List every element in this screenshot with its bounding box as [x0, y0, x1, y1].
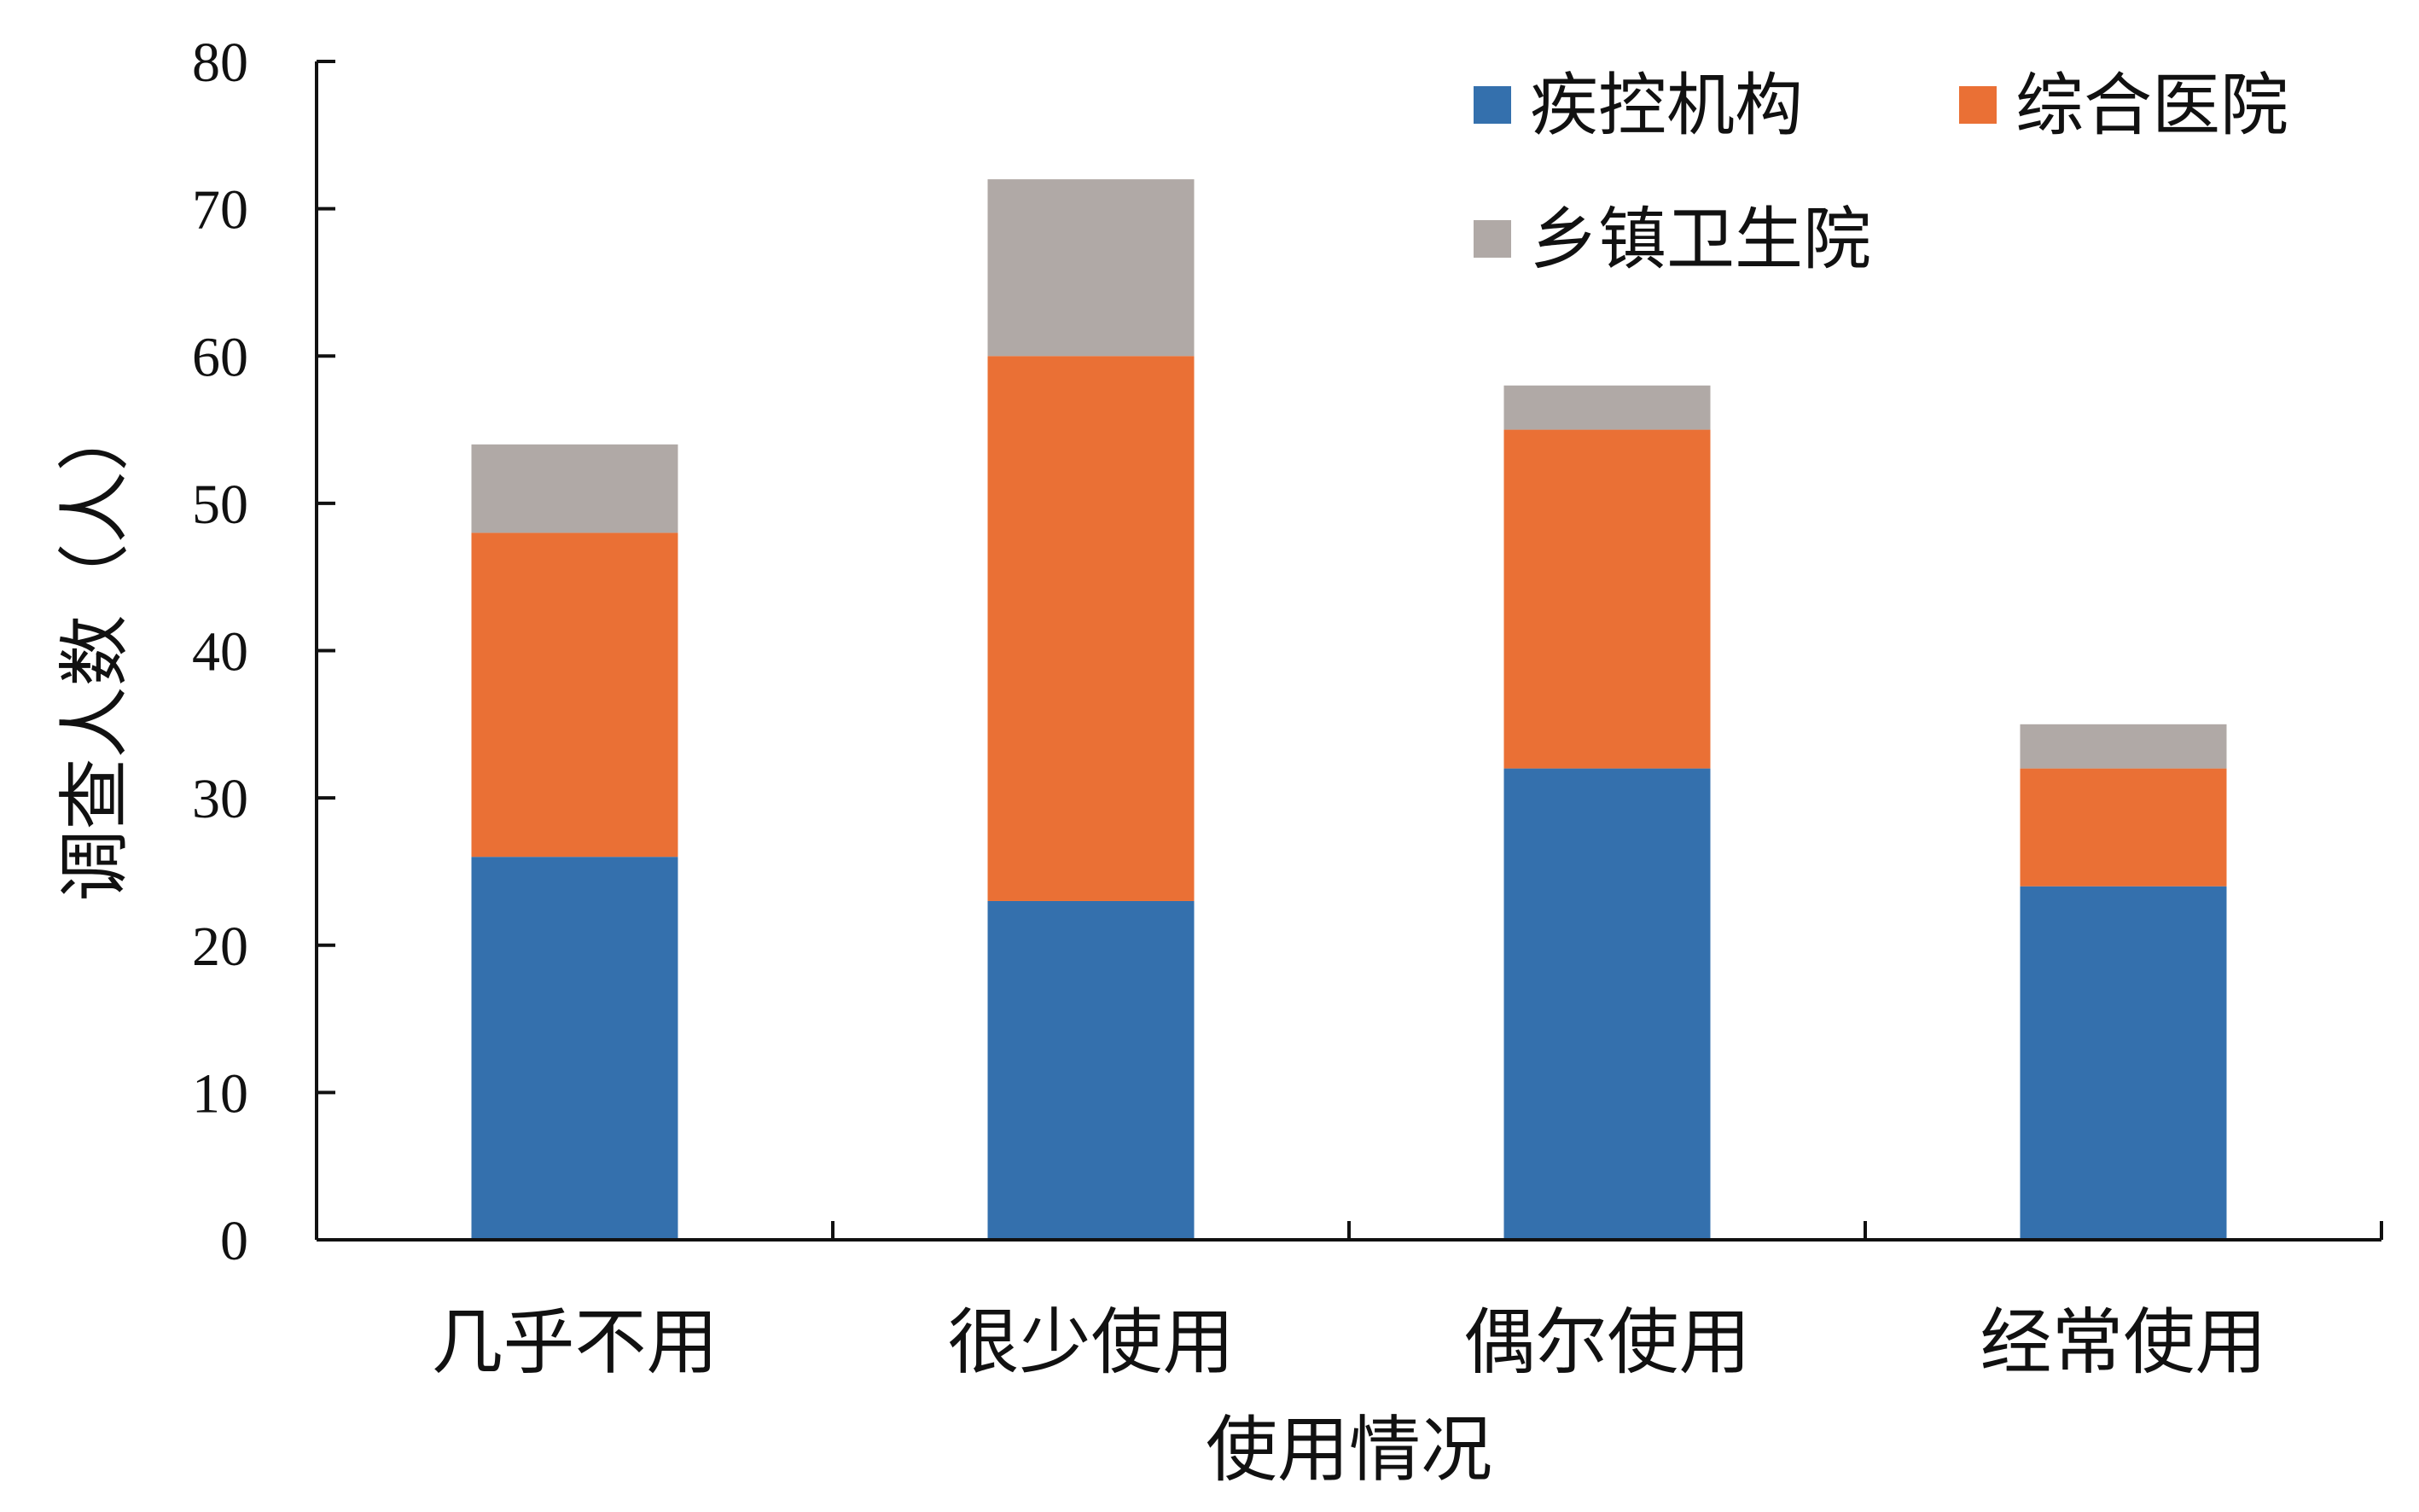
x-tick-label: 几乎不用 [431, 1300, 718, 1384]
legend-swatch [1474, 220, 1511, 258]
y-tick-labels: 0 10 20 30 40 50 60 70 80 [192, 32, 248, 1272]
legend-label: 乡镇卫生院 [1530, 200, 1871, 279]
bar-segment [2020, 886, 2227, 1240]
bar-segment [471, 444, 678, 533]
legend-label: 疾控机构 [1530, 66, 1803, 145]
bar-segment [471, 857, 678, 1240]
bar-segment [987, 900, 1195, 1240]
y-tick-label: 0 [220, 1210, 248, 1272]
x-tick-labels: 几乎不用 很少使用 偶尔使用 经常使用 [431, 1300, 2266, 1384]
bar-segment [987, 179, 1195, 357]
y-axis-title: 调查人数（人） [53, 399, 137, 901]
y-tick-label: 40 [192, 621, 248, 683]
y-tick-label: 20 [192, 916, 248, 978]
y-tick-label: 70 [192, 179, 248, 241]
legend-label: 综合医院 [2015, 66, 2288, 145]
bar-segment [471, 532, 678, 858]
x-tick-label: 偶尔使用 [1463, 1300, 1750, 1384]
x-tick-label: 很少使用 [947, 1300, 1234, 1384]
y-tick-label: 30 [192, 768, 248, 830]
bars-layer [471, 179, 2227, 1240]
x-tick-label: 经常使用 [1980, 1300, 2266, 1384]
bar-segment [987, 356, 1195, 901]
legend-swatch [1474, 86, 1511, 124]
legend-swatch [1959, 86, 1997, 124]
y-tick-label: 60 [192, 326, 248, 388]
y-tick-label: 80 [192, 32, 248, 94]
bar-segment [1503, 768, 1711, 1240]
axes-layer [315, 60, 2383, 1242]
bar-segment [1503, 429, 1711, 769]
x-axis-title: 使用情况 [1206, 1408, 1492, 1492]
bar-segment [1503, 385, 1711, 430]
y-tick-label: 10 [192, 1062, 248, 1125]
bar-segment [2020, 768, 2227, 887]
bar-segment [2020, 724, 2227, 769]
y-tick-label: 50 [192, 474, 248, 536]
